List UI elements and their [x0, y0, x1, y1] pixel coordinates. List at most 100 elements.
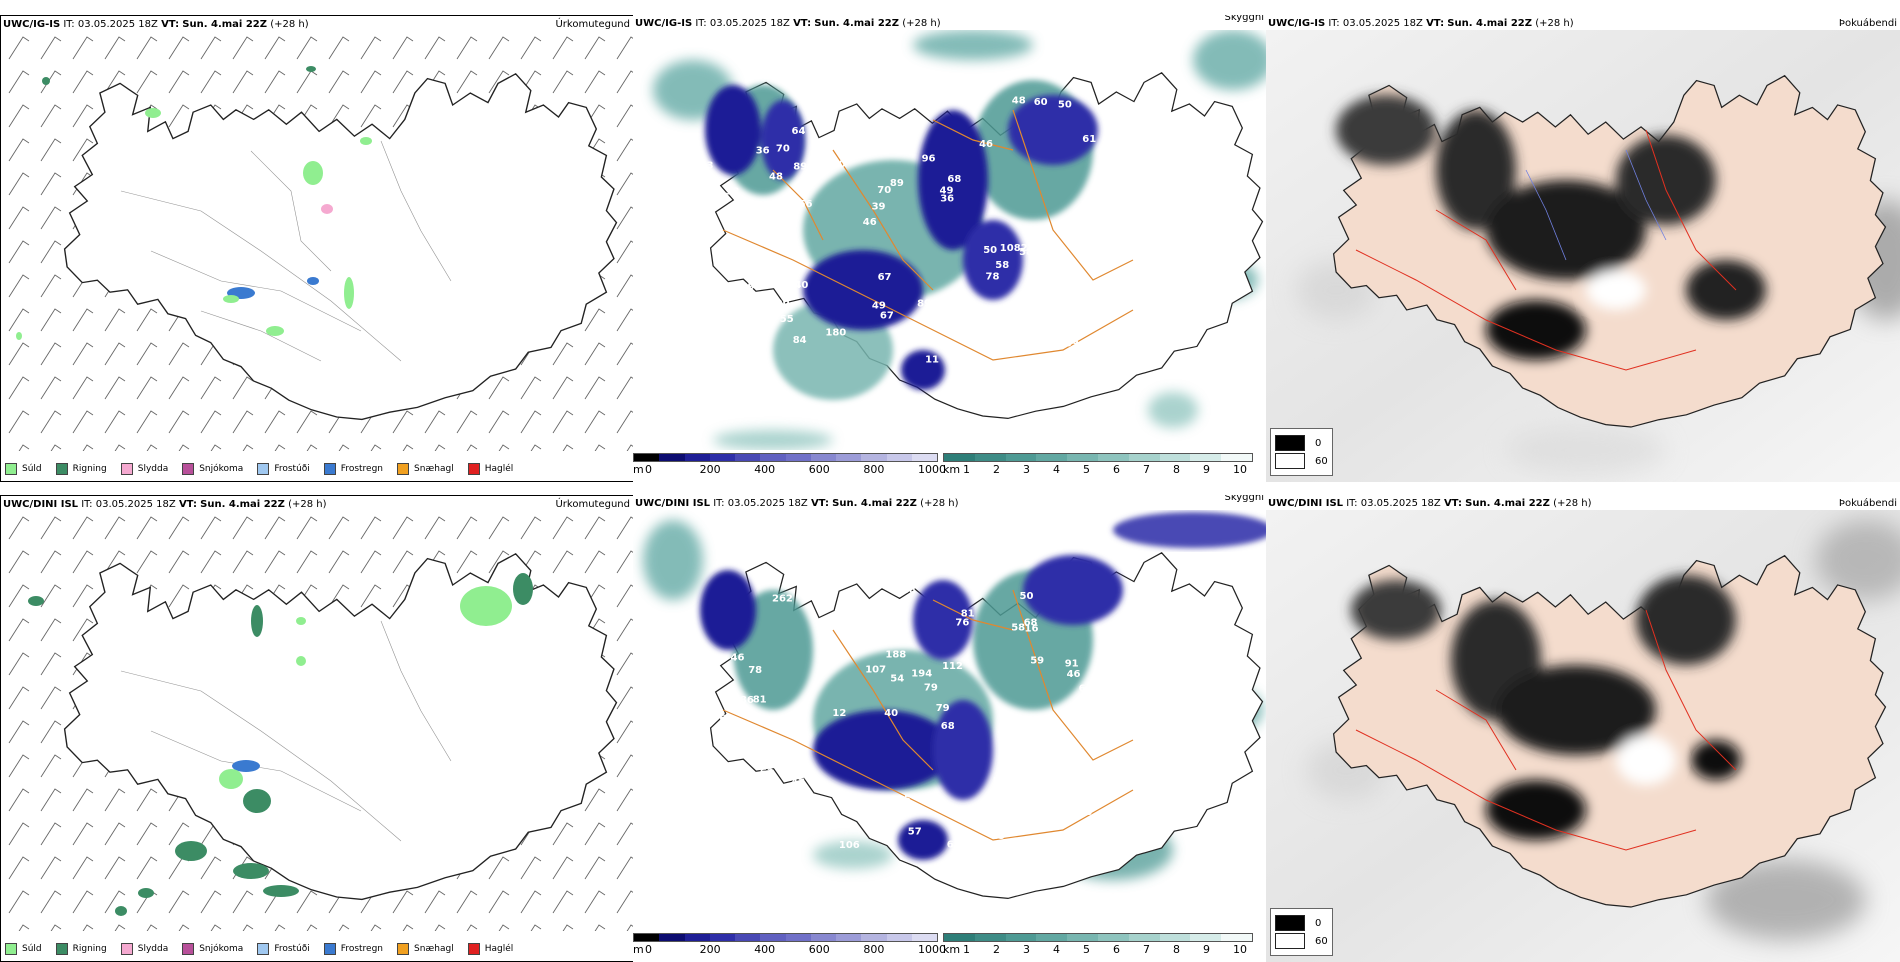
ceiling-value-label: 58	[1146, 670, 1160, 681]
legend-item: Rigning	[55, 943, 107, 955]
legend-item: Slydda	[120, 943, 168, 955]
legend-item: Frostúði	[257, 463, 310, 475]
fog-swatch	[1275, 915, 1305, 931]
ceiling-value-label: 81	[961, 609, 975, 620]
ceiling-value-label: 96	[922, 153, 936, 164]
ceiling-value-label: 60	[1034, 97, 1048, 108]
ceiling-value-label: 36	[940, 194, 954, 205]
legend-swatch	[182, 943, 195, 955]
panel-header: UWC/DINI ISL IT: 03.05.2025 18Z VT: Sun.…	[1268, 498, 1592, 509]
ceiling-value-label: 188	[885, 650, 906, 661]
legend-swatch	[120, 463, 133, 475]
ceiling-value-label: 194	[911, 669, 932, 680]
panel-header: UWC/IG-IS IT: 03.05.2025 18Z VT: Sun. 4.…	[635, 18, 941, 29]
legend-item: Snjókoma	[182, 943, 243, 955]
ceiling-value-label: 46	[1067, 669, 1081, 680]
colorbar-step	[1005, 934, 1037, 941]
ceiling-value-label: 96	[725, 770, 739, 781]
colorbar-step	[634, 454, 660, 461]
ceiling-value-label: 49	[728, 288, 742, 299]
ceiling-value-label: 64	[792, 126, 806, 137]
legend-swatch	[55, 943, 68, 955]
ceiling-value-label: 48	[1152, 177, 1166, 188]
precip-legend: Súld Rigning Slydda Snjókoma Frostúði Fr…	[5, 463, 513, 475]
colorbar-tick: 4	[1053, 463, 1060, 476]
ceiling-value-label: 61	[1082, 134, 1096, 145]
colorbar-step	[659, 454, 685, 461]
ceiling-value-label: 82	[1014, 243, 1028, 254]
legend-swatch	[397, 943, 410, 955]
colorbar-step	[1221, 454, 1252, 461]
ceiling-value-label: 60	[719, 713, 733, 724]
model-name: UWC/IG-IS	[3, 19, 61, 30]
colorbar-step	[785, 454, 811, 461]
visibility-panel-bottom: UWC/DINI ISL IT: 03.05.2025 18Z VT: Sun.…	[633, 495, 1267, 962]
valid-time: Sun. 4.mai 22Z	[182, 19, 267, 30]
panel-title: Skyggni	[1224, 15, 1264, 23]
colorbar-tick: 0	[645, 463, 652, 476]
legend-item: Súld	[5, 943, 42, 955]
ceiling-value-label: 65	[947, 840, 961, 851]
ceiling-value-label: 60	[790, 750, 804, 761]
ceiling-value-label: 40	[794, 280, 808, 291]
panel-title: Úrkomutegund	[555, 499, 630, 510]
legend-swatch	[120, 943, 133, 955]
precip-legend: Súld Rigning Slydda Snjókoma Frostúði Fr…	[5, 943, 513, 955]
fog-legend-row: 60	[1275, 933, 1328, 949]
legend-swatch	[5, 463, 17, 475]
colorbar-step	[810, 934, 836, 941]
ceiling-value-label: 50	[1020, 591, 1034, 602]
ceiling-value-label: 89	[890, 178, 904, 189]
legend-item: Haglél	[467, 463, 513, 475]
ceiling-colorbar: m 0 200 400 600 800 1000	[633, 453, 946, 479]
colorbar-step	[974, 934, 1006, 941]
colorbar-step	[944, 934, 975, 941]
ceiling-value-label: 78	[1148, 762, 1162, 773]
ceiling-value-label: 89	[793, 162, 807, 173]
colorbar-step	[1128, 454, 1160, 461]
ceiling-value-label: 112	[942, 661, 963, 672]
ceiling-value-label: 46	[731, 653, 745, 664]
colorbar-step	[1036, 454, 1068, 461]
ceiling-value-label: 81	[1096, 307, 1110, 318]
ceiling-value-label: 58	[995, 260, 1009, 271]
ceiling-value-label: 12	[832, 708, 846, 719]
ceiling-value-label: 81	[1133, 162, 1147, 173]
fog-legend-row: 0	[1275, 915, 1328, 931]
colorbar-step	[1159, 934, 1191, 941]
ceiling-value-label: 52	[726, 186, 740, 197]
visibility-panel-top: UWC/IG-IS IT: 03.05.2025 18Z VT: Sun. 4.…	[633, 15, 1267, 482]
colorbar-step	[1067, 454, 1098, 461]
ceiling-value-label: 67	[878, 272, 892, 283]
ceiling-value-label: 114	[880, 599, 901, 610]
ceiling-value-label: 36	[756, 146, 770, 157]
colorbar-tick: 8	[1173, 463, 1180, 476]
legend-item: Snjókoma	[182, 463, 243, 475]
ceiling-value-label: 63	[700, 161, 714, 172]
ceiling-value-label: 70	[877, 185, 891, 196]
ceiling-value-label: 70	[1103, 671, 1117, 682]
ceiling-value-label: 91	[1078, 793, 1092, 804]
panel-header: UWC/IG-IS IT: 03.05.2025 18Z VT: Sun. 4.…	[3, 19, 309, 30]
colorbar-step	[1005, 454, 1037, 461]
ceiling-value-label: 106	[839, 840, 860, 851]
ceiling-value-label: 56	[993, 776, 1007, 787]
colorbar-step	[634, 934, 660, 941]
fog-legend: 0 60	[1270, 908, 1333, 956]
ceiling-value-label: 86	[740, 695, 754, 706]
ceiling-value-label: 168	[867, 812, 888, 823]
ceiling-value-label: 16	[1025, 624, 1039, 635]
colorbar-step	[735, 934, 761, 941]
ceiling-value-label: 26	[1144, 232, 1158, 243]
panel-header: UWC/IG-IS IT: 03.05.2025 18Z VT: Sun. 4.…	[1268, 18, 1574, 29]
ceiling-value-label: 107	[865, 665, 886, 676]
fog-legend: 0 60	[1270, 428, 1333, 476]
colorbar-tick: 800	[863, 463, 885, 476]
colorbar-step	[810, 454, 836, 461]
ceiling-value-label: 56	[799, 199, 813, 210]
colorbar-tick: 9	[1203, 463, 1210, 476]
colorbar-step	[911, 454, 937, 461]
colorbar-step	[1221, 934, 1252, 941]
colorbar-tick: 7	[1143, 463, 1150, 476]
visibility-colorbar: km 1 2 3 4 5 6 7 8 9 10	[943, 933, 1267, 959]
